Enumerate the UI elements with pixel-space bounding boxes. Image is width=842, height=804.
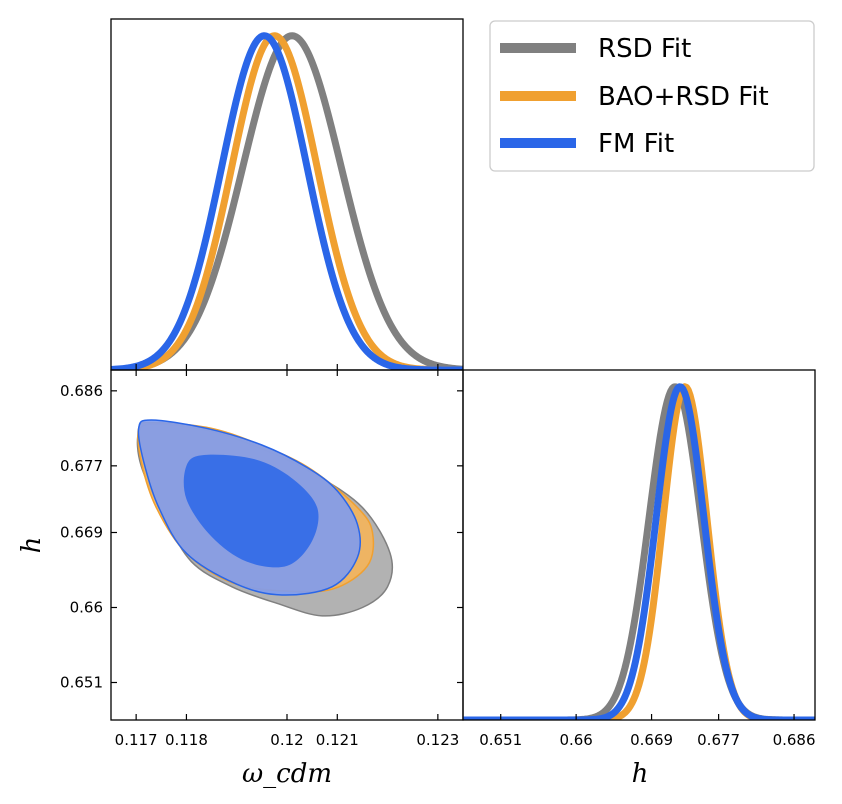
joint-x-tick-labels: 0.117 0.118 0.12 0.121 0.123 <box>115 731 460 749</box>
x-tick-label: 0.66 <box>559 731 592 749</box>
x-tick-label: 0.123 <box>416 731 459 749</box>
curve-bao-rsd-fit <box>463 383 815 720</box>
legend-label-fm: FM Fit <box>598 129 674 159</box>
joint-y-tick-labels: 0.686 0.677 0.669 0.66 0.651 <box>60 382 103 692</box>
joint-contours <box>136 419 394 617</box>
y-tick-label: 0.669 <box>60 524 103 542</box>
marginal-h-x-tick-labels: 0.651 0.66 0.669 0.677 0.686 <box>479 731 815 749</box>
curve-fm-fit <box>463 383 815 720</box>
x-tick-label: 0.669 <box>630 731 673 749</box>
marginal-omega-cdm-curves <box>111 32 463 370</box>
y-axis-title-h: h <box>17 537 47 554</box>
x-axis-title-omega-cdm: ω_cdm <box>242 759 332 789</box>
marginal-h-curves <box>463 383 815 720</box>
contour-fm-fit-68 <box>183 454 319 568</box>
y-tick-label: 0.686 <box>60 382 103 400</box>
legend: RSD Fit BAO+RSD Fit FM Fit <box>489 20 815 172</box>
x-tick-label: 0.12 <box>270 731 303 749</box>
joint-omega-cdm-h-panel: 0.117 0.118 0.12 0.121 0.123 0.686 0.677 0.669… <box>17 369 464 789</box>
x-tick-label: 0.677 <box>697 731 740 749</box>
x-tick-label: 0.651 <box>479 731 522 749</box>
curve-fm-fit <box>111 32 463 370</box>
x-tick-label: 0.121 <box>316 731 359 749</box>
legend-box <box>489 20 815 172</box>
x-tick-label: 0.117 <box>115 731 158 749</box>
x-tick-label: 0.686 <box>773 731 816 749</box>
marginal-h-panel: 0.651 0.66 0.669 0.677 0.686 h <box>462 369 816 789</box>
y-tick-label: 0.677 <box>60 457 103 475</box>
x-tick-label: 0.118 <box>165 731 208 749</box>
curve-rsd-fit <box>463 383 815 720</box>
marginal-omega-cdm-panel <box>110 18 464 371</box>
joint-ticks <box>111 370 463 720</box>
legend-label-rsd: RSD Fit <box>598 34 691 64</box>
x-axis-title-h: h <box>632 759 649 789</box>
marginal-h-frame <box>462 369 816 721</box>
legend-label-bao-rsd: BAO+RSD Fit <box>598 82 769 112</box>
marginal-omega-cdm-ticks <box>135 364 439 370</box>
marginal-h-ticks <box>500 714 795 720</box>
y-tick-label: 0.66 <box>70 599 103 617</box>
y-tick-label: 0.651 <box>60 674 103 692</box>
